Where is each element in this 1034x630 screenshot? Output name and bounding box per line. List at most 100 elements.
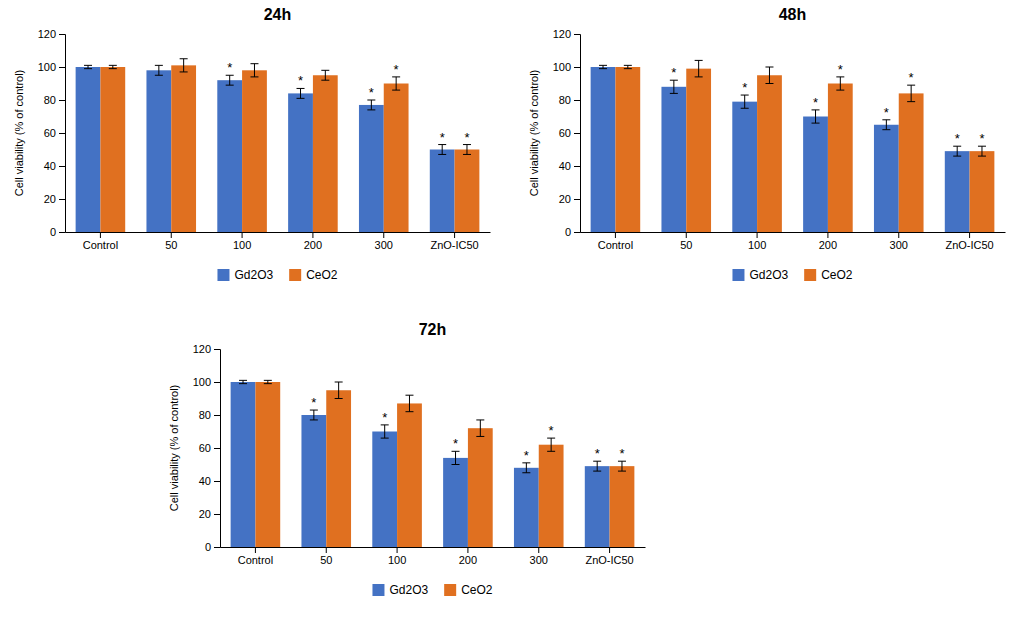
significance-mark: *	[671, 65, 676, 80]
y-tick: 120	[553, 28, 580, 40]
y-tick-label: 80	[44, 94, 56, 106]
series	[100, 59, 479, 232]
legend-swatch	[217, 269, 229, 281]
x-tick-mark	[827, 232, 828, 238]
y-tick-mark	[214, 382, 220, 383]
y-tick-mark	[59, 232, 65, 233]
x-tick-label: ZnO-IC50	[945, 239, 993, 251]
error-bar	[250, 64, 258, 77]
x-tick: 50	[165, 232, 177, 251]
bar	[301, 415, 326, 547]
x-tick: 200	[459, 547, 477, 566]
legend-item: Gd2O3	[372, 583, 428, 597]
y-tick-label: 20	[44, 193, 56, 205]
bar	[686, 69, 711, 232]
error-bar	[522, 463, 530, 473]
plot-area	[76, 59, 480, 232]
x-tick: 100	[748, 232, 766, 251]
legend-item: Gd2O3	[217, 268, 273, 282]
significance-mark: *	[742, 80, 747, 95]
x-axis: Control50100200300ZnO-IC50	[221, 547, 646, 566]
x-tick-label: 50	[165, 239, 177, 251]
y-axis-line	[214, 350, 221, 548]
x-axis: Control50100200300ZnO-IC50	[581, 232, 1006, 251]
x-tick: 100	[233, 232, 251, 251]
x-tick: Control	[83, 232, 118, 251]
x-axis: Control50100200300ZnO-IC50	[66, 232, 491, 251]
y-tick: 40	[199, 475, 220, 487]
y-tick-mark	[574, 199, 580, 200]
error-bar	[367, 100, 375, 110]
x-tick-mark	[255, 547, 256, 553]
bar	[231, 382, 256, 547]
error-bar	[978, 146, 986, 156]
figure: 020406080100120Control50100200300ZnO-IC5…	[0, 0, 1034, 630]
title: 72h	[419, 321, 447, 338]
bar	[384, 84, 409, 233]
x-tick-label: 200	[819, 239, 837, 251]
significance-mark: *	[382, 410, 387, 425]
significance-mark: *	[311, 395, 316, 410]
error-bar	[84, 65, 92, 68]
bar	[757, 75, 782, 232]
bar	[610, 466, 635, 547]
x-tick-mark	[383, 232, 384, 238]
y-tick: 100	[553, 61, 580, 73]
legend-label: CeO2	[821, 268, 853, 282]
y-tick-mark	[59, 133, 65, 134]
bar	[970, 151, 995, 232]
y-tick-label: 0	[50, 226, 56, 238]
bar	[171, 65, 196, 232]
legend: Gd2O3 CeO2	[372, 583, 492, 597]
annotations: *******	[311, 395, 624, 463]
error-bar	[624, 65, 632, 68]
y-tick-mark	[59, 34, 65, 35]
series	[615, 60, 994, 232]
x-tick-mark	[609, 547, 610, 553]
error-bar	[438, 145, 446, 155]
bar	[661, 87, 686, 232]
x-tick-label: Control	[83, 239, 118, 251]
y-axis-line	[59, 35, 66, 233]
y-tick-mark	[59, 166, 65, 167]
annotations: ******	[227, 60, 469, 144]
error-bar	[593, 461, 601, 471]
y-tick-label: 100	[38, 61, 56, 73]
error-bar	[155, 65, 163, 75]
x-tick-label: Control	[238, 554, 273, 566]
x-tick-mark	[898, 232, 899, 238]
series	[76, 65, 455, 232]
legend-label: CeO2	[461, 583, 493, 597]
bar	[803, 117, 828, 233]
x-tick-label: 100	[748, 239, 766, 251]
x-tick-mark	[686, 232, 687, 238]
significance-mark: *	[369, 85, 374, 100]
y-tick: 80	[559, 94, 580, 106]
bar	[514, 468, 539, 547]
error-bar	[180, 59, 188, 72]
bar	[146, 70, 171, 232]
y-tick: 100	[38, 61, 65, 73]
significance-mark: *	[464, 130, 469, 145]
x-tick-label: 50	[320, 554, 332, 566]
bar	[242, 70, 267, 232]
bar	[100, 67, 125, 232]
significance-mark: *	[298, 73, 303, 88]
y-tick: 120	[193, 343, 220, 355]
legend-swatch	[444, 584, 456, 596]
y-tick: 0	[50, 226, 65, 238]
significance-mark: *	[619, 446, 624, 461]
bar	[899, 93, 924, 232]
error-bar	[695, 60, 703, 77]
x-tick-label: 200	[304, 239, 322, 251]
y-tick-mark	[574, 67, 580, 68]
y-tick-mark	[574, 232, 580, 233]
series	[231, 380, 610, 547]
legend-item: CeO2	[804, 268, 853, 282]
panel: 020406080100120Control50100200300ZnO-IC5…	[168, 321, 646, 597]
error-bar	[670, 80, 678, 93]
x-tick-label: 50	[680, 239, 692, 251]
error-bar	[599, 65, 607, 68]
legend-item: Gd2O3	[732, 268, 788, 282]
legend-swatch	[372, 584, 384, 596]
